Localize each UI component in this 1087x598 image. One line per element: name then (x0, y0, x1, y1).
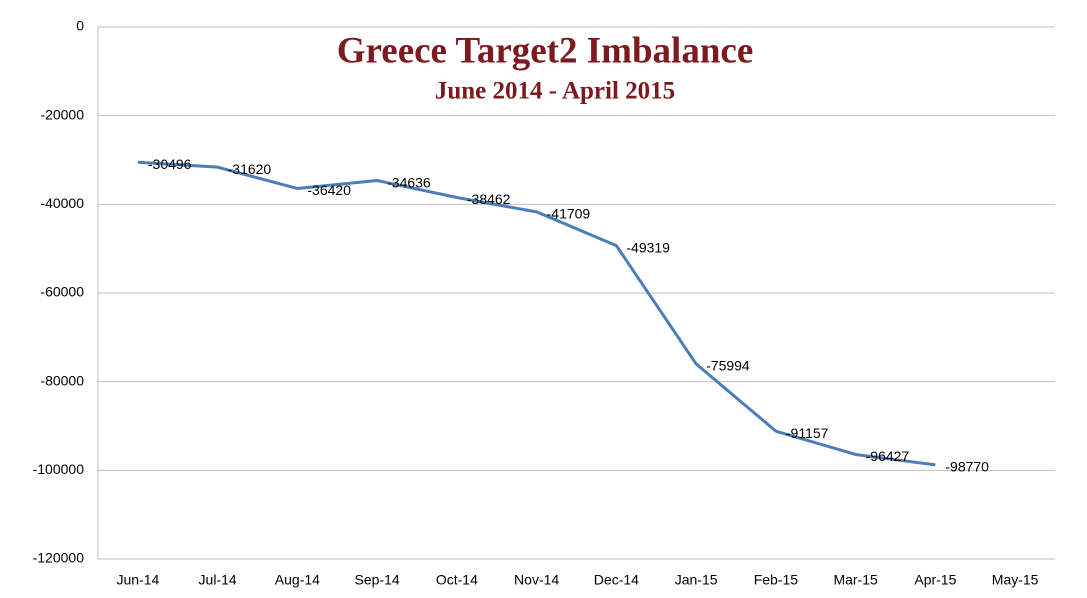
y-tick-label: -40000 (40, 195, 84, 211)
data-label: -49319 (626, 239, 670, 255)
x-tick-label: Sep-14 (355, 572, 400, 588)
x-tick-label: Aug-14 (275, 572, 320, 588)
data-line (137, 160, 936, 467)
data-label: -91157 (786, 425, 829, 441)
x-tick-label: Feb-15 (754, 572, 799, 588)
y-tick-label: -80000 (40, 372, 84, 388)
data-label: -98770 (945, 459, 989, 475)
data-label: -75994 (706, 358, 750, 374)
x-tick-label: Oct-14 (436, 572, 478, 588)
chart-subtitle: June 2014 - April 2015 (435, 78, 675, 105)
y-tick-label: -60000 (40, 284, 84, 300)
x-tick-label: Apr-15 (914, 572, 956, 588)
y-tick-label: -100000 (33, 461, 85, 477)
data-label: -36420 (307, 182, 351, 198)
data-label: -34636 (387, 174, 431, 190)
data-label: -96427 (866, 448, 910, 464)
x-tick-label: Jun-14 (116, 572, 159, 588)
data-label: -31620 (228, 161, 272, 177)
y-tick-label: 0 (76, 18, 84, 34)
x-tick-label: Nov-14 (514, 572, 559, 588)
x-tick-label: May-15 (992, 572, 1039, 588)
x-tick-label: Jul-14 (199, 572, 237, 588)
x-tick-label: Dec-14 (594, 572, 639, 588)
x-tick-label: Jan-15 (675, 572, 718, 588)
data-label: -30496 (148, 156, 192, 172)
y-tick-label: -120000 (33, 550, 85, 566)
y-tick-label: -20000 (40, 106, 84, 122)
x-tick-label: Mar-15 (833, 572, 878, 588)
data-label: -38462 (467, 191, 511, 207)
data-label: -41709 (547, 206, 591, 222)
chart-title: Greece Target2 Imbalance (337, 30, 754, 71)
